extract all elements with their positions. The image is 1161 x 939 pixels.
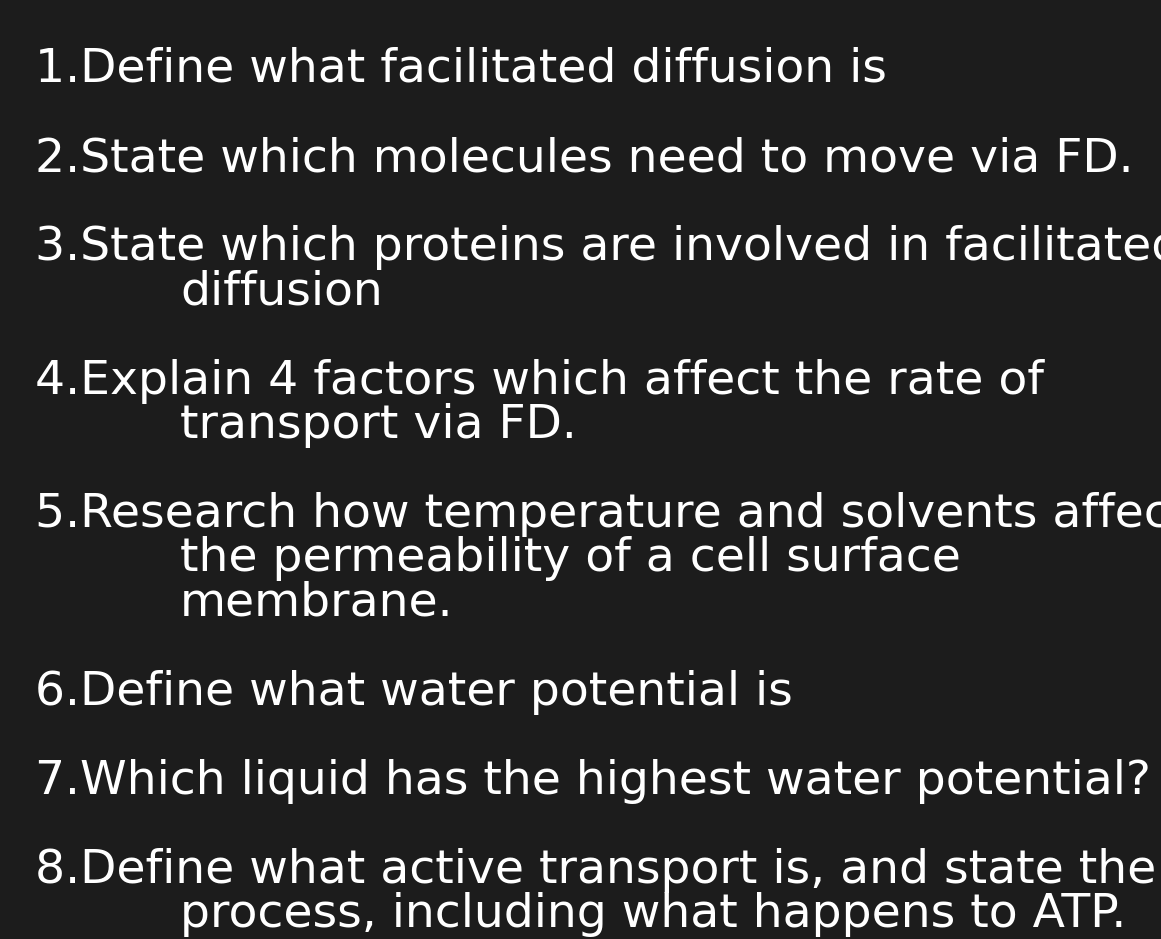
Text: 5.Research how temperature and solvents affect: 5.Research how temperature and solvents … [35, 492, 1161, 537]
Text: 6.Define what water potential is: 6.Define what water potential is [35, 670, 793, 715]
Text: diffusion: diffusion [180, 269, 383, 315]
Text: 1.Define what facilitated diffusion is: 1.Define what facilitated diffusion is [35, 47, 887, 92]
Text: 4.Explain 4 factors which affect the rate of: 4.Explain 4 factors which affect the rat… [35, 359, 1044, 404]
Text: process, including what happens to ATP.: process, including what happens to ATP. [180, 892, 1126, 937]
Text: 7.Which liquid has the highest water potential?: 7.Which liquid has the highest water pot… [35, 759, 1151, 804]
Text: membrane.: membrane. [180, 580, 454, 625]
Text: transport via FD.: transport via FD. [180, 403, 577, 448]
Text: the permeability of a cell surface: the permeability of a cell surface [180, 536, 961, 581]
Text: 2.State which molecules need to move via FD.: 2.State which molecules need to move via… [35, 136, 1133, 181]
Text: 3.State which proteins are involved in facilitated: 3.State which proteins are involved in f… [35, 225, 1161, 270]
Text: 8.Define what active transport is, and state the: 8.Define what active transport is, and s… [35, 848, 1156, 893]
